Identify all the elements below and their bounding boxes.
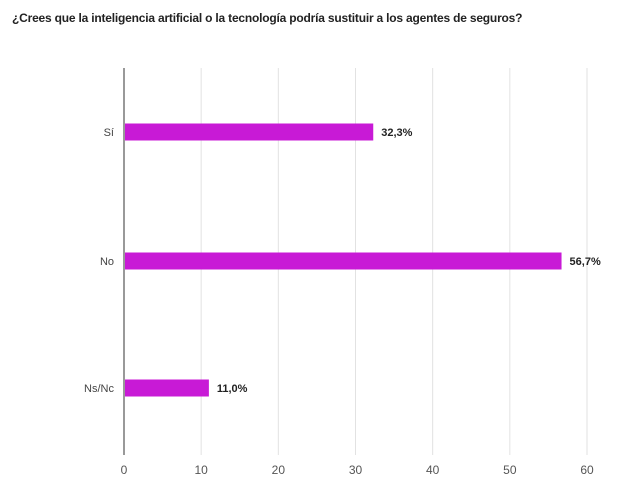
x-tick-label: 0 xyxy=(121,463,128,477)
data-label: 11,0% xyxy=(217,383,248,395)
x-tick-label: 20 xyxy=(272,463,286,477)
category-label: Sí xyxy=(104,127,114,139)
data-label: 32,3% xyxy=(381,127,412,139)
x-tick-label: 40 xyxy=(426,463,440,477)
bar-1 xyxy=(125,123,374,141)
category-label: Ns/Nc xyxy=(84,383,114,395)
category-label: No xyxy=(100,256,114,268)
bar-3 xyxy=(125,379,209,397)
bar-2 xyxy=(125,252,562,270)
x-tick-label: 30 xyxy=(349,463,363,477)
x-tick-label: 60 xyxy=(580,463,594,477)
data-label: 56,7% xyxy=(570,256,601,268)
chart-title: ¿Crees que la inteligencia artificial o … xyxy=(12,11,523,25)
x-tick-label: 10 xyxy=(194,463,208,477)
x-tick-label: 50 xyxy=(503,463,517,477)
